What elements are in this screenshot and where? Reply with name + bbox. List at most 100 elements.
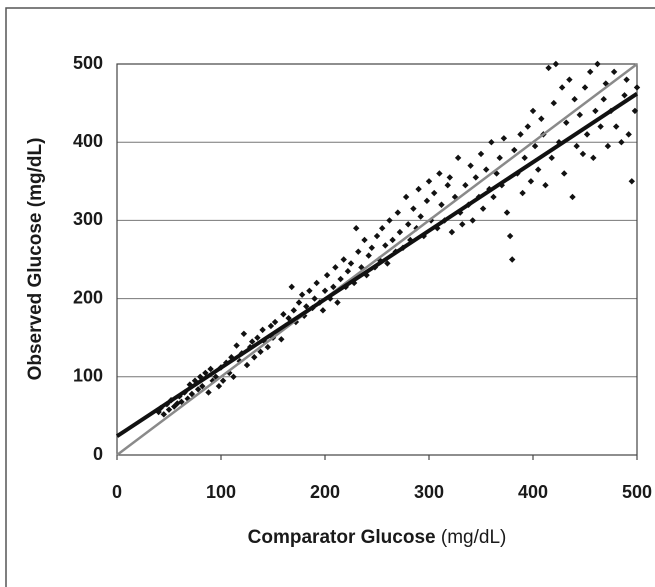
data-point [355,248,362,255]
trend-line [116,63,638,456]
data-point [368,244,375,251]
data-point [542,182,549,189]
data-point [571,95,578,103]
frame [5,7,655,587]
data-point [382,242,389,249]
data-point [625,131,632,138]
y-tick-label: 200 [73,287,103,307]
data-point [618,139,625,146]
data-point [503,209,511,216]
data-point [243,361,251,369]
data-point [569,193,576,201]
data-point [527,178,535,185]
data-point [467,162,474,169]
data-point [590,154,597,162]
data-point [306,287,313,294]
data-point [628,178,635,185]
data-point [431,189,438,197]
data-point [298,291,306,298]
data-point [288,283,295,291]
data-point [496,154,503,162]
data-point [490,193,497,201]
x-tick-label: 100 [206,482,236,502]
data-point [230,373,237,380]
data-point [479,205,487,212]
x-tick-label: 200 [310,482,340,502]
data-point [472,174,479,181]
data-point [631,107,639,115]
data-point [321,287,329,294]
data-point [264,343,271,351]
data-point [347,260,355,267]
data-point [517,131,524,138]
data-point [604,142,612,150]
data-point [444,182,451,189]
data-point [552,60,560,68]
y-tick-label: 100 [73,366,103,386]
data-point [160,411,167,418]
data-point [379,225,386,232]
x-tick-label: 400 [518,482,548,502]
data-point [337,275,344,283]
data-point [194,386,202,393]
y-axis-label: Observed Glucose (mg/dL) [25,138,46,381]
data-point [259,326,266,334]
data-point [483,166,490,173]
data-point [330,283,337,291]
y-tick-label: 300 [73,209,103,229]
data-point [550,99,557,107]
data-point [448,228,456,236]
data-point [165,406,173,413]
data-point [215,382,223,390]
trend-line [115,92,639,438]
data-point [417,213,424,220]
data-point [524,123,531,130]
data-point [410,205,417,212]
data-point [267,322,275,330]
data-point [285,314,292,322]
data-point [561,170,568,177]
data-point [459,221,466,228]
data-point [415,185,422,193]
data-point [436,170,443,177]
data-point [191,377,199,384]
data-point [340,256,347,263]
data-point [389,236,396,244]
data-point [446,174,453,181]
data-point [373,232,381,240]
data-point [623,76,630,83]
data-point [576,111,583,119]
data-point [384,260,391,267]
data-point [621,92,628,99]
data-point [563,119,570,126]
data-point [303,303,310,310]
x-tick-label: 500 [622,482,652,502]
data-point [386,217,393,224]
data-point [311,295,318,302]
y-tick-label: 400 [73,131,103,151]
data-point [178,398,185,406]
data-point [451,193,459,201]
data-point [548,154,555,162]
data-point [462,182,469,189]
data-point [538,115,545,122]
data-point [519,189,526,197]
data-point [594,60,601,68]
data-point [405,221,412,228]
data-point [509,256,516,263]
data-point [610,68,618,76]
data-point [566,76,573,83]
x-axis-label: Comparator Glucose (mg/dL) [248,527,507,548]
x-tick-label: 300 [414,482,444,502]
data-point [251,354,258,361]
data-point [423,197,431,205]
data-point [583,131,591,138]
data-point [600,95,607,103]
data-point [579,150,587,158]
data-point [558,84,566,91]
x-tick-label: 0 [112,482,122,502]
data-point [531,142,539,150]
data-point [361,236,368,244]
data-point [602,80,609,87]
